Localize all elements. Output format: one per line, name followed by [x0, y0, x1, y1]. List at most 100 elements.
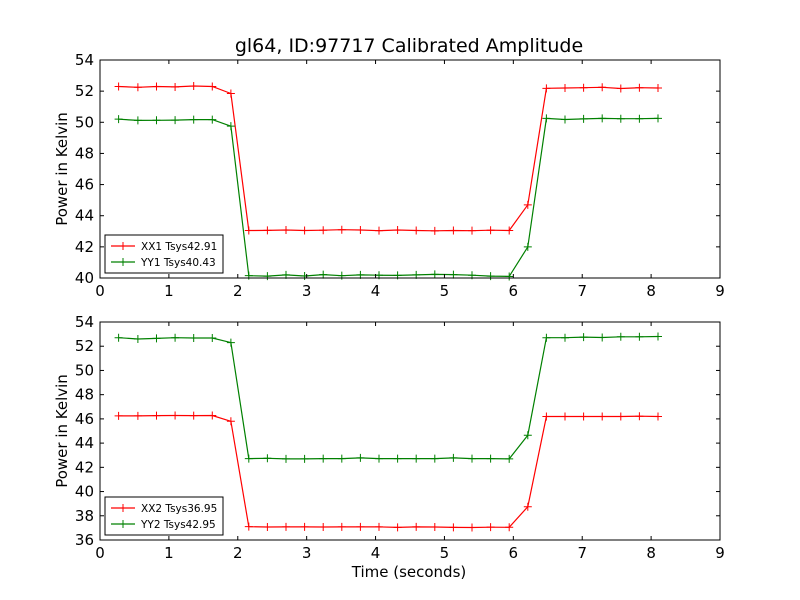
- data-point-marker: [449, 226, 458, 235]
- data-point-marker: [226, 338, 235, 347]
- data-point-marker: [337, 225, 346, 234]
- data-point-marker: [189, 115, 198, 124]
- data-point-marker: [319, 270, 328, 279]
- data-point-marker: [114, 115, 123, 124]
- y-tick-label: 36: [75, 531, 94, 549]
- data-point-marker: [244, 226, 253, 235]
- data-point-marker: [393, 523, 402, 532]
- y-tick-label: 40: [75, 269, 94, 287]
- legend-box: [104, 496, 224, 536]
- data-point-marker: [244, 454, 253, 463]
- data-point-marker: [300, 271, 309, 280]
- data-point-marker: [114, 82, 123, 91]
- data-point-marker: [152, 334, 161, 343]
- bottom-plot-area: 0 1 2 3 4 5 6 7 8 9 36 38 40 42 44 46 48 50 52 54 XX2 Tsys36…: [75, 313, 725, 562]
- axes-frame: [99, 59, 721, 279]
- data-point-marker: [449, 523, 458, 532]
- data-point-marker: [356, 226, 365, 235]
- data-point-marker: [654, 84, 662, 93]
- axes-frame: [99, 321, 721, 541]
- legend-swatch-marker: [119, 520, 127, 528]
- data-point-marker: [282, 522, 290, 531]
- data-point-marker: [282, 226, 290, 235]
- y-tick-label: 50: [75, 361, 94, 379]
- data-point-marker: [598, 333, 607, 342]
- data-point-marker: [300, 226, 309, 235]
- data-point-marker: [468, 523, 476, 532]
- bottom-y-axis-label: Power in Kelvin: [53, 374, 71, 488]
- data-point-marker: [523, 200, 532, 209]
- x-tick-label: 2: [233, 282, 243, 300]
- legend-swatch-marker: [119, 242, 127, 250]
- legend-box: [104, 234, 224, 274]
- data-point-marker: [133, 334, 142, 343]
- data-point-marker: [635, 83, 644, 92]
- data-point-marker: [598, 114, 607, 123]
- x-tick-label: 5: [440, 544, 450, 562]
- data-point-marker: [542, 114, 551, 123]
- data-point-marker: [486, 272, 495, 281]
- y-tick-label: 48: [75, 386, 94, 404]
- data-point-marker: [319, 226, 328, 235]
- y-tick-label: 44: [75, 207, 94, 225]
- y-tick-label: 42: [75, 458, 94, 476]
- data-point-marker: [319, 454, 328, 463]
- data-point-marker: [561, 333, 569, 342]
- x-tick-label: 0: [95, 544, 105, 562]
- data-point-marker: [171, 82, 180, 91]
- data-point-marker: [114, 411, 123, 420]
- data-point-marker: [430, 226, 439, 235]
- data-point-marker: [319, 523, 328, 532]
- data-point-marker: [356, 522, 365, 531]
- data-point-marker: [152, 116, 161, 125]
- data-point-marker: [486, 523, 495, 532]
- data-point-marker: [505, 226, 514, 235]
- data-point-marker: [208, 411, 217, 420]
- data-point-marker: [468, 454, 476, 463]
- data-point-marker: [430, 270, 439, 279]
- x-tick-label: 6: [509, 544, 519, 562]
- data-point-marker: [598, 412, 607, 421]
- legend-label: XX2 Tsys36.95: [141, 503, 217, 515]
- bottom-subplot: Power in Kelvin Time (seconds) 0 1 2 3 4 5 6 7 8…: [53, 313, 725, 581]
- data-point-marker: [505, 454, 514, 463]
- chart-title: gl64, ID:97717 Calibrated Amplitude: [235, 35, 583, 57]
- data-point-marker: [189, 82, 198, 91]
- x-tick-label: 2: [233, 544, 243, 562]
- data-point-marker: [579, 412, 588, 421]
- data-point-marker: [263, 272, 272, 281]
- data-point-marker: [542, 333, 551, 342]
- data-point-marker: [226, 122, 235, 131]
- data-point-marker: [542, 412, 551, 421]
- x-tick-label: 8: [646, 282, 656, 300]
- x-tick-label: 3: [302, 282, 312, 300]
- data-point-marker: [337, 522, 346, 531]
- y-tick-label: 50: [75, 113, 94, 131]
- data-point-marker: [171, 411, 180, 420]
- y-tick-label: 52: [75, 337, 94, 355]
- data-point-marker: [523, 431, 532, 440]
- x-tick-label: 7: [577, 544, 587, 562]
- y-tick-label: 54: [75, 313, 94, 331]
- data-point-marker: [114, 333, 123, 342]
- data-point-marker: [133, 116, 142, 125]
- x-tick-label: 4: [371, 544, 381, 562]
- data-point-marker: [430, 523, 439, 532]
- y-tick-label: 40: [75, 483, 94, 501]
- data-point-marker: [375, 522, 383, 531]
- data-point-marker: [133, 411, 142, 420]
- data-point-marker: [654, 412, 662, 421]
- top-y-axis-label: Power in Kelvin: [53, 112, 71, 226]
- data-point-marker: [561, 115, 569, 124]
- data-point-marker: [598, 83, 607, 92]
- data-point-marker: [505, 523, 514, 532]
- data-point-marker: [635, 114, 644, 123]
- data-point-marker: [523, 242, 532, 251]
- y-tick-label: 38: [75, 507, 94, 525]
- data-point-marker: [616, 412, 625, 421]
- x-tick-label: 3: [302, 544, 312, 562]
- data-point-marker: [486, 454, 495, 463]
- x-tick-label: 8: [646, 544, 656, 562]
- data-point-marker: [579, 333, 588, 342]
